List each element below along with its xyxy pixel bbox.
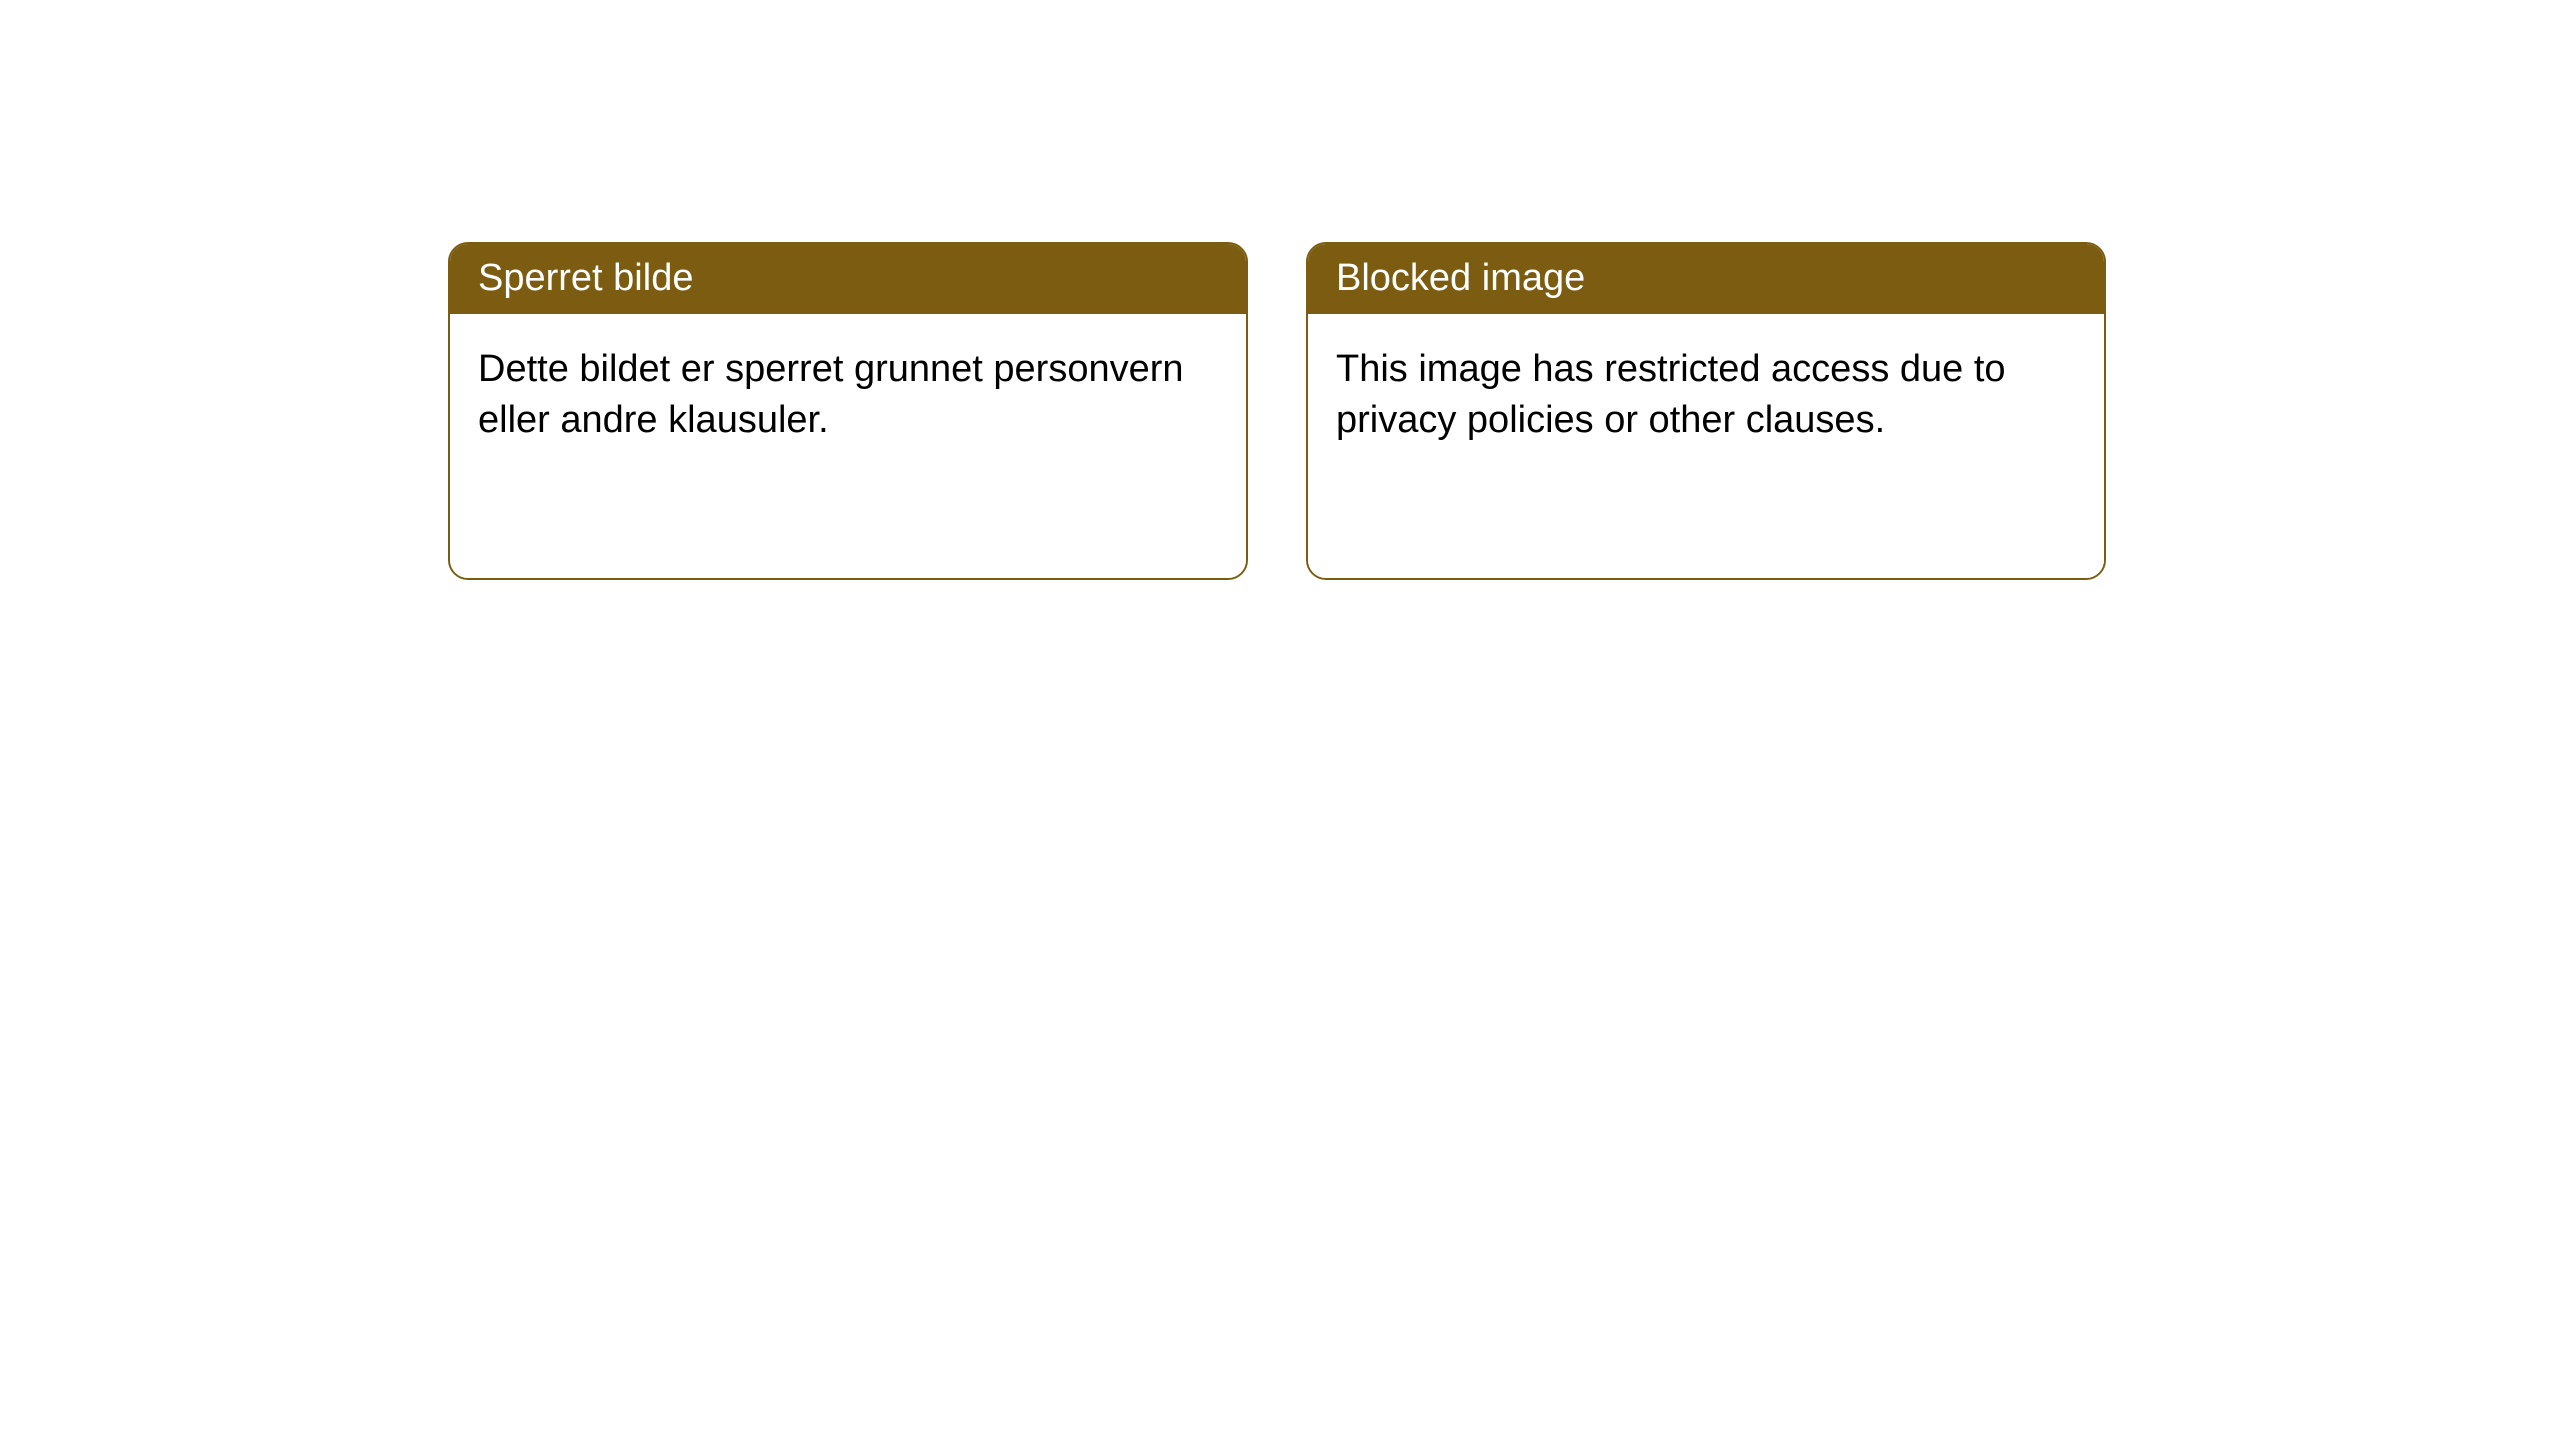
- blocked-image-card-en: Blocked image This image has restricted …: [1306, 242, 2106, 580]
- card-body-en: This image has restricted access due to …: [1308, 314, 2104, 578]
- card-header-en: Blocked image: [1308, 244, 2104, 314]
- notice-container: Sperret bilde Dette bildet er sperret gr…: [0, 0, 2560, 580]
- card-header-no: Sperret bilde: [450, 244, 1246, 314]
- card-body-no: Dette bildet er sperret grunnet personve…: [450, 314, 1246, 578]
- blocked-image-card-no: Sperret bilde Dette bildet er sperret gr…: [448, 242, 1248, 580]
